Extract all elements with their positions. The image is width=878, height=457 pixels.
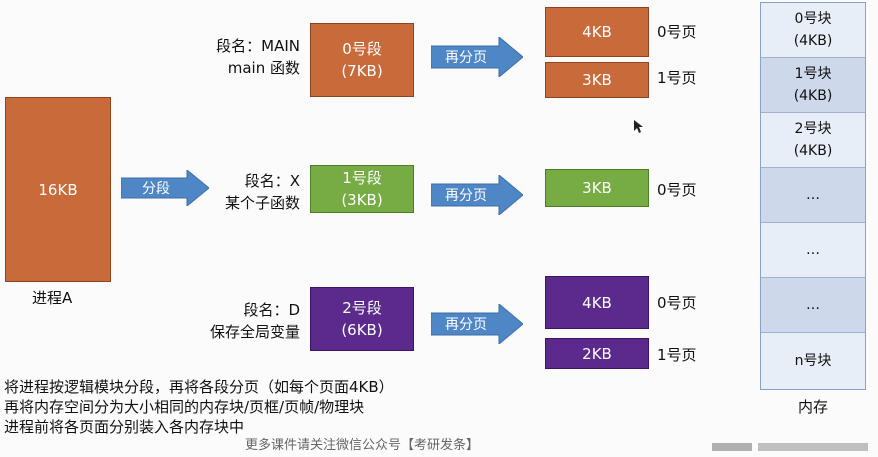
- segment-2-name-line2: 保存全局变量: [209, 323, 300, 341]
- segment-0-page-1-label: 1号页: [657, 69, 697, 87]
- page-arrow-2: 再分页: [431, 304, 523, 344]
- segment-1-size: (3KB): [341, 191, 383, 209]
- segment-1-name-line1: 段名：X: [244, 172, 300, 190]
- segment-1-name-line2: 某个子函数: [224, 194, 300, 212]
- memory-block-5: …: [761, 278, 865, 333]
- segment-2-page-1: 2KB: [545, 338, 649, 369]
- process-a-box: 16KB: [5, 97, 111, 282]
- segment-1-page-0-label: 0号页: [657, 181, 697, 199]
- segment-0-page-1: 3KB: [545, 62, 649, 98]
- memory-block-1-line2: (4KB): [793, 88, 833, 104]
- arrow-right-icon: [431, 304, 523, 344]
- memory-block-0-line2: (4KB): [793, 33, 833, 49]
- memory-block-4-line1: …: [806, 242, 820, 258]
- watermark-logo: [712, 438, 872, 451]
- segment-2-page-0-label: 0号页: [657, 294, 697, 312]
- mouse-cursor-icon: [634, 120, 643, 133]
- segment-2-page-1-label: 1号页: [657, 346, 697, 364]
- segment-0-name-line1: 段名：MAIN: [216, 37, 300, 55]
- segment-0-size: (7KB): [341, 62, 383, 80]
- note-line-2: 再将内存空间分为大小相同的内存块/页框/页帧/物理块: [4, 398, 365, 416]
- segment-0-page-0-size: 4KB: [582, 23, 612, 41]
- arrow-right-icon: [121, 170, 209, 206]
- segment-2-page-0: 4KB: [545, 276, 649, 329]
- memory-block-6: n号块: [761, 333, 865, 389]
- process-size: 16KB: [38, 180, 78, 199]
- note-line-1: 将进程按逻辑模块分段，再将各段分页（如每个页面4KB）: [4, 378, 394, 396]
- memory-block-3-line1: …: [806, 187, 820, 203]
- memory-block-4: …: [761, 223, 865, 278]
- page-arrow-0: 再分页: [431, 37, 523, 77]
- explanation-notes: 将进程按逻辑模块分段，再将各段分页（如每个页面4KB） 再将内存空间分为大小相同…: [4, 377, 394, 437]
- watermark-text: 更多课件请关注微信公众号【考研发条】: [245, 438, 480, 453]
- page-arrow-2-label: 再分页: [445, 317, 487, 333]
- segment-0-title: 0号段: [342, 40, 382, 58]
- memory-block-5-line1: …: [806, 297, 820, 313]
- memory-block-1: 1号块 (4KB): [761, 58, 865, 113]
- segment-1-title: 1号段: [342, 169, 382, 187]
- note-line-3: 进程前将各页面分别装入各内存块中: [4, 418, 245, 436]
- segment-2-name: 段名：D 保存全局变量: [210, 299, 300, 343]
- segment-0-page-0-label: 0号页: [657, 23, 697, 41]
- segment-2-page-0-size: 4KB: [582, 293, 612, 312]
- page-arrow-1-label: 再分页: [445, 188, 487, 204]
- segment-1-box: 1号段 (3KB): [310, 165, 414, 213]
- memory-label: 内存: [798, 398, 829, 416]
- segment-0-page-1-size: 3KB: [582, 71, 612, 89]
- segment-2-size: (6KB): [341, 321, 383, 339]
- page-arrow-0-label: 再分页: [445, 50, 487, 66]
- segment-1-page-0: 3KB: [545, 169, 649, 207]
- memory-block-2-line2: (4KB): [793, 143, 833, 159]
- memory-block-0: 0号块 (4KB): [761, 3, 865, 58]
- page-arrow-1: 再分页: [431, 175, 523, 215]
- segment-2-name-line1: 段名：D: [243, 301, 300, 319]
- arrow-right-icon: [431, 175, 523, 215]
- memory-block-3: …: [761, 168, 865, 223]
- memory-block-6-line1: n号块: [794, 353, 832, 369]
- segment-0-name-line2: main 函数: [227, 59, 300, 77]
- segment-2-page-1-size: 2KB: [582, 344, 612, 363]
- split-arrow-label: 分段: [142, 181, 170, 197]
- memory-block-0-line1: 0号块: [794, 11, 832, 27]
- segment-2-box: 2号段 (6KB): [310, 287, 414, 351]
- process-label: 进程A: [32, 289, 73, 307]
- split-arrow: 分段: [121, 170, 209, 206]
- segment-0-name: 段名：MAIN main 函数: [216, 35, 300, 79]
- segment-0-box: 0号段 (7KB): [310, 23, 414, 97]
- memory-column: 0号块 (4KB) 1号块 (4KB) 2号块 (4KB) … … … n号块: [760, 2, 866, 390]
- segment-0-page-0: 4KB: [545, 7, 649, 57]
- memory-block-2: 2号块 (4KB): [761, 113, 865, 168]
- segment-1-page-0-size: 3KB: [582, 179, 612, 197]
- arrow-right-icon: [431, 37, 523, 77]
- memory-block-2-line1: 2号块: [794, 121, 832, 137]
- segment-1-name: 段名：X 某个子函数: [225, 170, 300, 214]
- segment-2-title: 2号段: [342, 299, 382, 317]
- memory-block-1-line1: 1号块: [794, 66, 832, 82]
